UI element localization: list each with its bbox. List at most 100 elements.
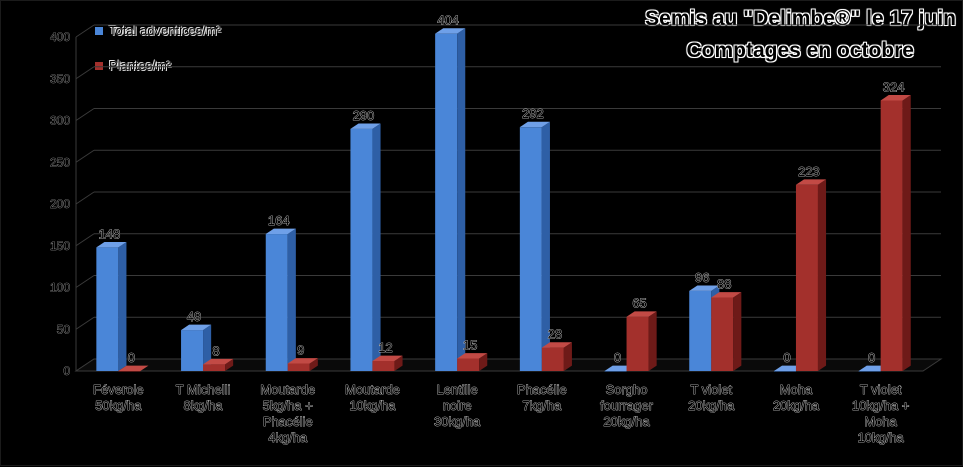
bar	[689, 290, 712, 371]
bar-side	[309, 358, 318, 371]
x-tick-label: T violet	[860, 382, 902, 397]
bar	[118, 371, 141, 372]
x-tick-label: Moutarde	[260, 382, 315, 397]
x-tick-label: noire	[443, 398, 472, 413]
bar-side	[648, 311, 657, 371]
gridline-depth	[75, 233, 95, 247]
bar-top	[203, 358, 234, 365]
bar	[457, 358, 480, 371]
bar-top	[265, 228, 296, 235]
chart-title-line-2: Comptages en octobre	[686, 39, 914, 62]
gridline-depth	[75, 275, 95, 288]
bar-top	[350, 123, 381, 129]
bar-side	[225, 358, 234, 371]
gridline-depth	[75, 108, 95, 121]
x-tick-label: Phacélie	[263, 414, 313, 429]
x-tick-label: Féverole	[93, 382, 144, 397]
data-label: 88	[717, 277, 731, 292]
bar-top	[541, 342, 572, 348]
data-label: 15	[463, 337, 477, 352]
data-label: 49	[187, 309, 201, 324]
x-tick-label: Moutarde	[345, 382, 400, 397]
y-tick-label: 150	[50, 239, 70, 253]
legend-item-total-adventices: Total adventices/m²	[95, 23, 221, 38]
bar	[773, 371, 796, 372]
data-label: 12	[378, 340, 392, 355]
x-tick-label: 30kg/ha	[434, 414, 481, 429]
x-tick-label: 20kg/ha	[603, 414, 650, 429]
x-tick-label: 7kg/ha	[522, 398, 562, 413]
bar	[519, 127, 542, 372]
bar-top	[457, 353, 488, 359]
bar-top	[880, 95, 911, 101]
bar-top	[287, 358, 318, 364]
bar-top	[96, 242, 127, 248]
bar	[435, 33, 458, 371]
bar-side	[118, 242, 127, 371]
bar-side	[394, 355, 403, 371]
data-label: 8	[212, 343, 219, 358]
bar	[350, 128, 373, 371]
bar	[287, 363, 310, 371]
gridline-depth	[75, 66, 95, 80]
y-tick-label: 200	[50, 197, 70, 211]
data-label: 9	[297, 342, 304, 357]
bar-side	[372, 123, 381, 371]
bar-top	[118, 365, 149, 371]
x-tick-label: 5kg/ha +	[263, 398, 313, 413]
x-tick-label: Lentille	[437, 382, 478, 397]
x-tick-label: 4kg/ha	[268, 430, 308, 445]
y-tick-label: 300	[50, 114, 70, 128]
data-label: 0	[868, 350, 875, 365]
bar	[604, 371, 627, 372]
data-label: 28	[548, 327, 562, 342]
x-tick-label: Sorgho	[606, 382, 648, 397]
gridline-depth	[75, 24, 95, 38]
y-tick-label: 50	[57, 322, 71, 336]
data-label: 0	[128, 350, 135, 365]
legend-swatch-red	[95, 61, 103, 70]
bar-side	[563, 342, 572, 371]
bar	[96, 247, 119, 371]
gridline-depth	[75, 316, 95, 330]
bar	[711, 297, 734, 371]
gridline-depth	[75, 149, 95, 163]
y-tick-label: 250	[50, 155, 70, 169]
y-tick-label: 0	[63, 364, 70, 378]
bar-top	[689, 285, 720, 291]
chart-title-line-1: Semis au "Delimbe®" le 17 juin	[645, 7, 956, 30]
bar	[880, 100, 903, 372]
bar	[626, 316, 649, 371]
bar-side	[733, 292, 742, 371]
bar-top	[519, 121, 550, 128]
legend-label-plantes: Plantes/m²	[109, 58, 172, 73]
bar	[265, 234, 288, 371]
bar-side	[203, 324, 212, 371]
bar-side	[457, 28, 466, 371]
bar-side	[902, 95, 911, 371]
x-tick-label: Moha	[864, 414, 897, 429]
bar-side	[479, 353, 488, 371]
y-tick-label: 350	[50, 72, 70, 86]
bar-top	[435, 28, 466, 34]
data-label: 0	[614, 350, 621, 365]
y-tick-label: 400	[50, 30, 70, 44]
bar	[372, 360, 395, 371]
x-tick-label: 50kg/ha	[95, 398, 142, 413]
data-label: 324	[883, 79, 905, 94]
bar-top	[626, 311, 657, 317]
data-label: 148	[98, 226, 120, 241]
bar	[795, 184, 818, 371]
data-label: 164	[268, 213, 290, 228]
data-label: 292	[522, 106, 544, 121]
data-label: 0	[783, 350, 790, 365]
x-tick-label: 20kg/ha	[688, 398, 735, 413]
y-tick-label: 100	[50, 281, 70, 295]
bar	[181, 330, 204, 371]
x-tick-label: 10kg/ha +	[852, 398, 909, 413]
bar	[858, 371, 881, 372]
legend-item-plantes: Plantes/m²	[95, 58, 171, 73]
x-tick-label: Moha	[780, 382, 813, 397]
gridline-depth	[75, 191, 95, 205]
